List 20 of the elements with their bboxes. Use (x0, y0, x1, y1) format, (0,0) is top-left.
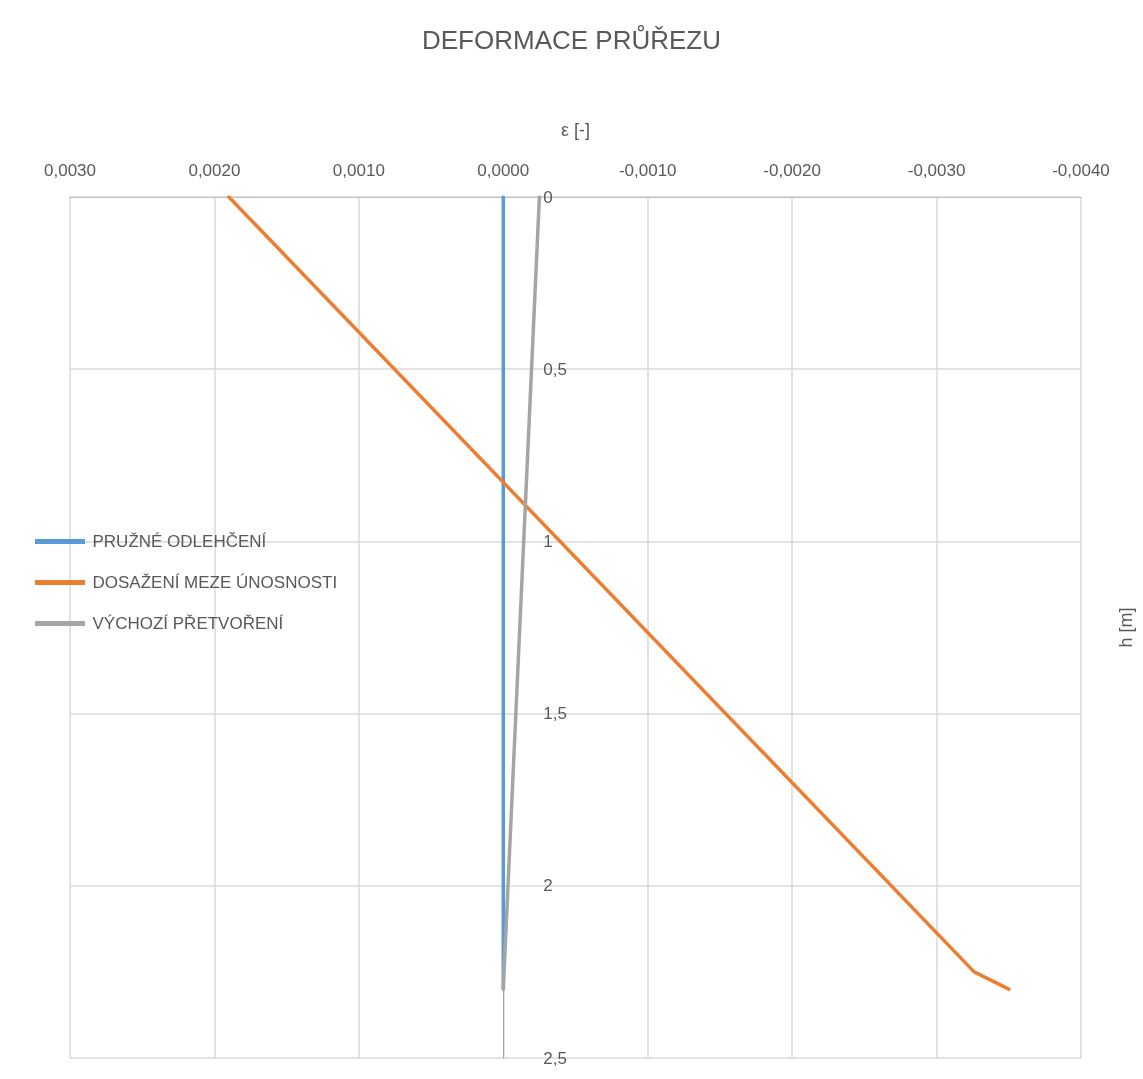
y-tick-label: 1,5 (543, 704, 567, 724)
y-tick-label: 2 (543, 876, 553, 896)
y-tick-label: 0 (543, 187, 553, 207)
x-tick-label: -0,0030 (907, 161, 966, 180)
x-tick-label: 0,0010 (332, 161, 385, 180)
y-axis-title: h [m] (1116, 607, 1136, 648)
x-tick-label: -0,0010 (618, 161, 677, 180)
chart-title: DEFORMACE PRŮŘEZU (421, 24, 722, 55)
y-tick-label: 1 (543, 531, 553, 551)
x-tick-label: 0,0000 (477, 161, 530, 180)
legend-label: PRUŽNÉ ODLEHČENÍ (92, 532, 267, 551)
x-tick-label: -0,0040 (1052, 161, 1110, 180)
legend-label: VÝCHOZÍ PŘETVOŘENÍ (92, 614, 284, 633)
y-tick-label: 0,5 (543, 359, 567, 379)
legend-label: DOSAŽENÍ MEZE ÚNOSNOSTI (92, 573, 338, 592)
x-tick-label: 0,0020 (188, 161, 241, 180)
x-tick-label: 0,0030 (44, 161, 96, 180)
x-axis-title: ε [-] (560, 120, 591, 140)
x-tick-label: -0,0020 (763, 161, 821, 180)
y-tick-label: 2,5 (543, 1048, 567, 1068)
